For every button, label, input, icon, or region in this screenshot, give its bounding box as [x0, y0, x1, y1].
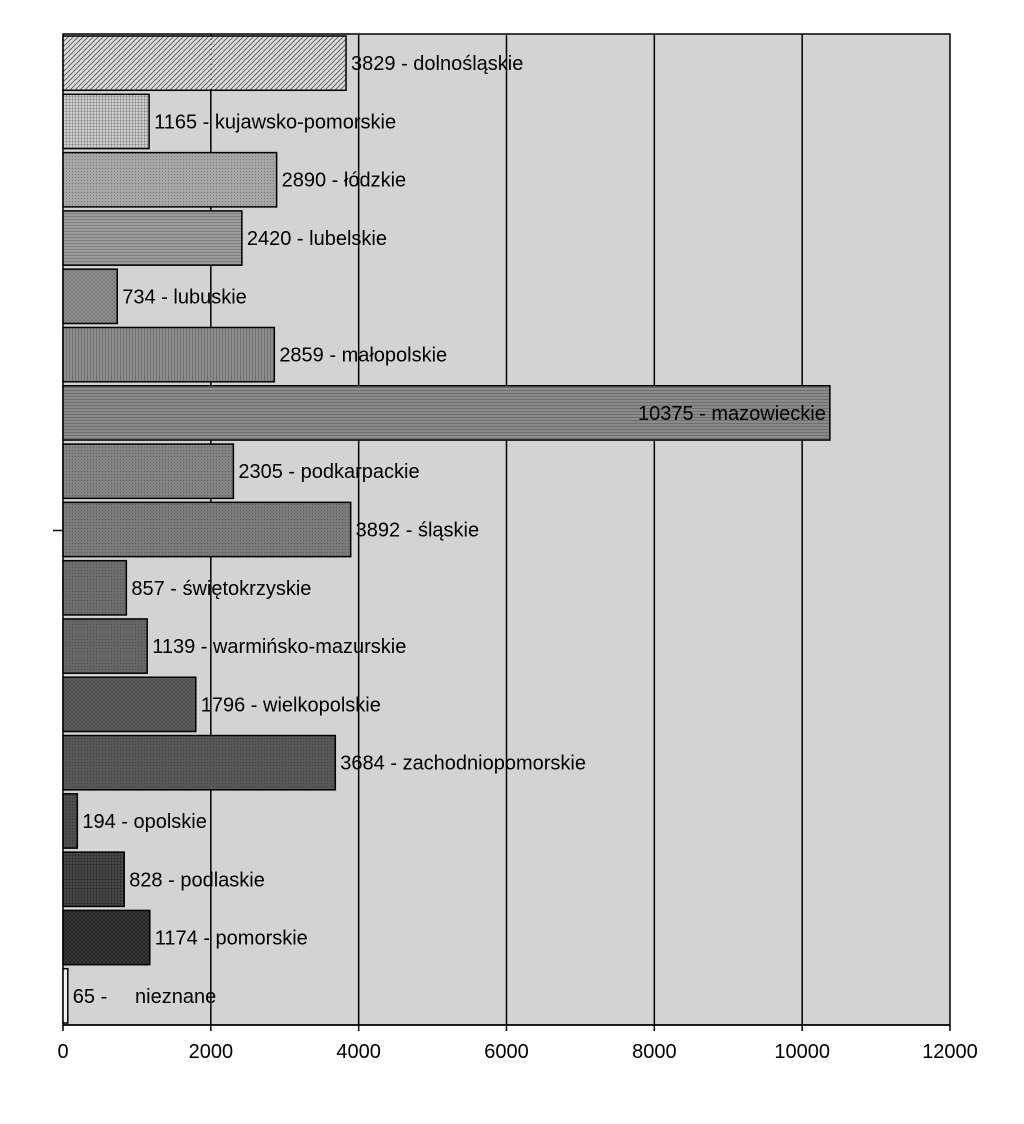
data-label: 2890 - łódzkie — [282, 170, 407, 192]
data-label: 10375 - mazowieckie — [638, 403, 826, 425]
bar-podkarpackie — [62, 443, 235, 500]
x-axis: 0 2000 4000 6000 8000 10000 12000 — [53, 529, 978, 1063]
data-label: 3829 - dolnośląskie — [351, 53, 523, 75]
x-tick-label: 2000 — [189, 1041, 234, 1063]
bar-nieznane — [62, 967, 69, 1024]
bar-warmińsko-mazurskie — [62, 618, 148, 674]
bar-pomorskie — [62, 909, 151, 966]
data-label: 2859 - małopolskie — [279, 345, 447, 367]
data-label: 3892 - śląskie — [356, 520, 479, 542]
x-tick-label: 4000 — [336, 1041, 381, 1063]
bar-lubuskie — [62, 268, 119, 325]
data-label: 194 - opolskie — [82, 811, 207, 833]
x-tick-label: 0 — [57, 1041, 68, 1063]
bar-łódzkie — [62, 151, 278, 208]
data-label: 2420 - lubelskie — [247, 228, 387, 250]
bar-podlaskie — [62, 851, 125, 908]
bar-dolnośląskie — [62, 35, 347, 92]
data-label: 3684 - zachodniopomorskie — [340, 753, 586, 775]
data-label: 857 - świętokrzyskie — [131, 578, 311, 600]
x-tick-label: 12000 — [922, 1041, 978, 1063]
data-label: 1139 - warmińsko-mazurskie — [152, 636, 406, 658]
data-label: 1165 - kujawsko-pomorskie — [154, 111, 396, 133]
bar-kujawsko-pomorskie — [62, 93, 150, 150]
bar-małopolskie — [62, 326, 276, 383]
x-tick-label: 6000 — [484, 1041, 529, 1063]
data-label: 734 - lubuskie — [122, 286, 247, 308]
data-label: 1796 - wielkopolskie — [201, 694, 381, 716]
x-tick-label: 8000 — [632, 1041, 677, 1063]
bar-śląskie — [62, 501, 352, 558]
bar-mazowieckie — [62, 385, 831, 441]
bar-opolskie — [62, 793, 79, 849]
data-label: 828 - podlaskie — [129, 869, 265, 891]
bar-zachodniopomorskie — [62, 734, 337, 791]
bar-świętokrzyskie — [62, 559, 128, 616]
bar-wielkopolskie — [62, 676, 197, 733]
x-tick-label: 10000 — [774, 1041, 830, 1063]
bar-lubelskie — [62, 210, 243, 266]
data-label: 2305 - podkarpackie — [238, 461, 419, 483]
bars — [62, 35, 831, 1024]
data-label: 1174 - pomorskie — [155, 928, 308, 950]
data-labels: 3829 - dolnośląskie 1165 - kujawsko-pomor… — [73, 53, 826, 1008]
data-label: 65 - nieznane — [73, 986, 216, 1008]
